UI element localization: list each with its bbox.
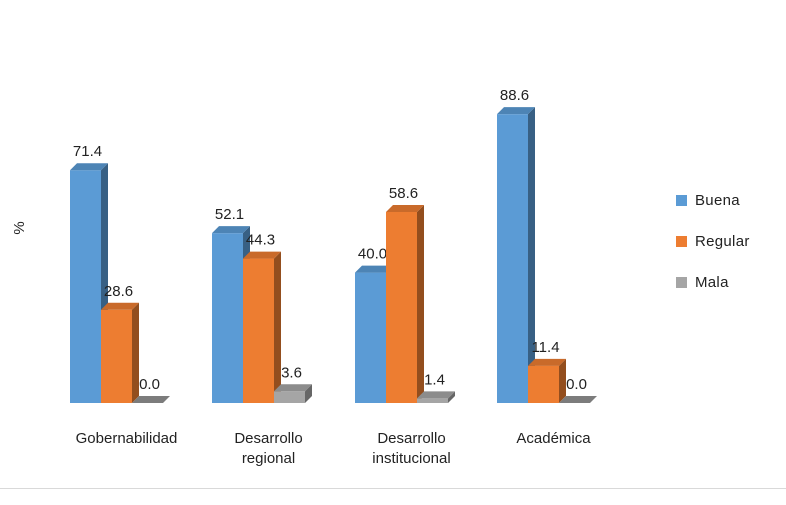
- bar-top-regular: [386, 204, 424, 212]
- legend: Buena Regular Mala: [676, 190, 750, 313]
- bar-side-mala: [448, 391, 455, 403]
- bar-buena: [212, 233, 243, 403]
- data-label-buena: 52.1: [215, 206, 244, 223]
- bar-top-mala: [559, 396, 597, 403]
- bar-top-buena: [497, 107, 535, 115]
- bar-buena: [355, 272, 386, 403]
- data-label-regular: 28.6: [104, 283, 133, 300]
- bottom-divider: [0, 488, 786, 489]
- data-label-mala: 3.6: [281, 364, 302, 381]
- data-label-buena: 88.6: [500, 87, 529, 104]
- y-axis-label: %: [11, 221, 28, 234]
- bar-top-mala: [417, 391, 455, 399]
- category-label: Desarrollo: [234, 430, 302, 447]
- legend-label-buena: Buena: [695, 191, 740, 209]
- bar-regular: [528, 365, 559, 403]
- category-label: regional: [242, 450, 295, 467]
- data-label-mala: 1.4: [424, 371, 445, 388]
- bar-top-buena: [355, 265, 393, 273]
- bar-side-mala: [305, 384, 312, 403]
- data-label-regular: 58.6: [389, 185, 418, 202]
- data-label-buena: 40.0: [358, 246, 387, 263]
- category-label: institucional: [372, 450, 450, 467]
- legend-item-buena: Buena: [676, 190, 750, 210]
- legend-swatch-regular: [676, 235, 687, 247]
- bar-mala: [274, 391, 305, 403]
- bar-side-regular: [559, 358, 566, 403]
- category-group: 71.4 28.6 0.0 Gobernabilidad: [70, 143, 177, 447]
- category-label: Desarrollo: [377, 430, 445, 447]
- category-group: 88.6 11.4 0.0 Académica: [497, 87, 597, 447]
- bar-side-buena: [528, 107, 535, 403]
- data-label-regular: 11.4: [531, 339, 559, 356]
- data-label-buena: 71.4: [73, 143, 102, 160]
- bar-top-buena: [70, 163, 108, 171]
- legend-label-mala: Mala: [695, 273, 729, 291]
- bar-buena: [497, 114, 528, 403]
- legend-item-regular: Regular: [676, 231, 750, 251]
- legend-swatch-mala: [676, 276, 687, 288]
- legend-swatch-buena: [676, 194, 687, 206]
- bar-top-regular: [528, 358, 566, 366]
- bar-regular: [386, 211, 417, 403]
- bar-side-regular: [274, 251, 281, 403]
- category-label: Gobernabilidad: [76, 430, 178, 447]
- bar-regular: [101, 309, 132, 403]
- bar-side-regular: [132, 302, 139, 403]
- bar-top-buena: [212, 226, 250, 234]
- bar-side-regular: [417, 204, 424, 403]
- bar-top-mala: [132, 396, 170, 403]
- category-label: Académica: [516, 430, 591, 447]
- category-group: 52.144.3 3.6 Desarrollo regional: [212, 206, 312, 467]
- data-label-regular: 44.3: [246, 232, 275, 249]
- data-label-mala: 0.0: [566, 376, 587, 393]
- legend-item-mala: Mala: [676, 272, 750, 292]
- bar-top-regular: [101, 302, 139, 310]
- bar-top-regular: [243, 251, 281, 259]
- category-group: 40.0 58.6 1.4 Desarrollo institucional: [355, 185, 455, 467]
- bar-top-mala: [274, 384, 312, 392]
- bar-mala: [417, 398, 448, 403]
- bar-regular: [243, 258, 274, 403]
- legend-label-regular: Regular: [695, 232, 750, 250]
- bar-buena: [70, 170, 101, 403]
- data-label-mala: 0.0: [139, 376, 160, 393]
